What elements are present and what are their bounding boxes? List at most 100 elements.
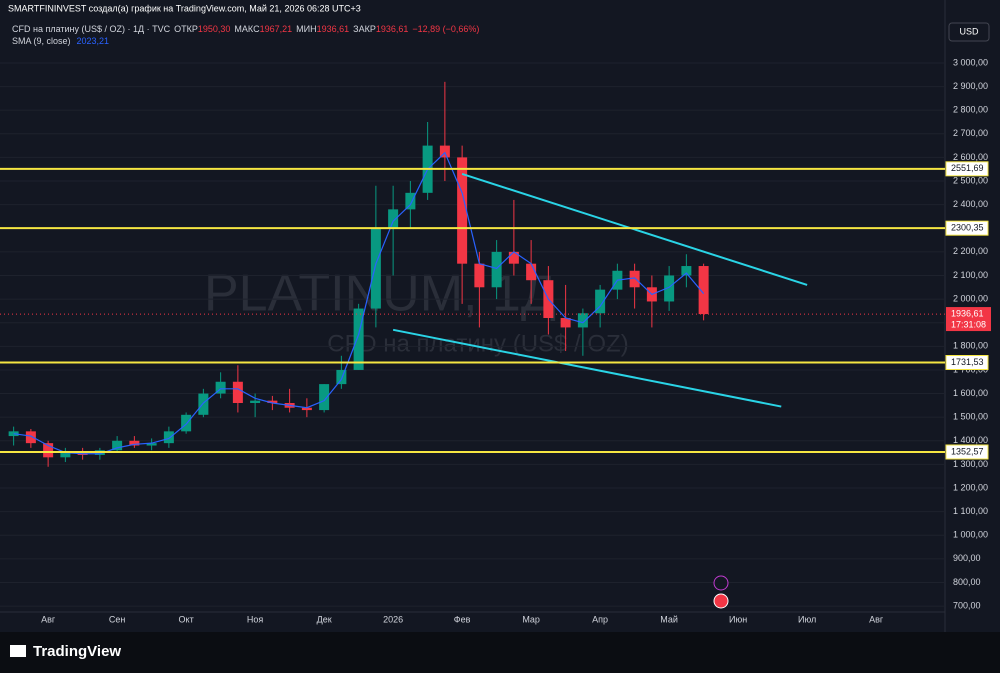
ohlc-value: 1936,61 [317, 24, 350, 34]
candle-body [353, 308, 364, 370]
x-tick-label: Авг [41, 614, 56, 624]
y-tick-label: 700,00 [953, 600, 981, 610]
sma-legend: SMA (9, close) 2023,21 [12, 36, 109, 46]
event-icon[interactable] [713, 575, 729, 591]
price-timer: 17:31:08 [951, 319, 986, 329]
y-tick-label: 1 400,00 [953, 435, 988, 445]
ohlc-value: 1967,21 [260, 24, 293, 34]
plot [0, 62, 945, 607]
candle-body [370, 228, 381, 309]
ohlc-value: 1950,30 [198, 24, 231, 34]
candle-body [25, 431, 36, 444]
currency[interactable]: USD [959, 26, 979, 36]
level-label: 1352,57 [951, 446, 984, 456]
y-tick-label: 2 000,00 [953, 293, 988, 303]
y-tick-label: 2 400,00 [953, 199, 988, 209]
ohlc-label: МАКС [234, 24, 260, 34]
candle-body [698, 266, 709, 315]
ohlc-label: МИН [296, 24, 316, 34]
candle-body [577, 313, 588, 328]
candle-body [319, 384, 330, 411]
y-tick-label: 1 000,00 [953, 530, 988, 540]
candle-body [457, 157, 468, 264]
candle-body [181, 414, 192, 432]
level-label: 1731,53 [951, 357, 984, 367]
y-tick-label: 1 800,00 [953, 341, 988, 351]
y-tick-label: 1 200,00 [953, 482, 988, 492]
symbol: CFD на платину (US$ / OZ) · 1Д · TVC ОТКР… [12, 24, 479, 34]
price-tag [946, 307, 991, 332]
level-tag [945, 354, 989, 370]
candle-body [198, 393, 209, 415]
logo-icon [10, 645, 26, 657]
x-tick-label: Авг [869, 614, 884, 624]
x-tick-label: Окт [179, 614, 194, 624]
level-tag [945, 220, 989, 236]
candle-body [491, 251, 502, 288]
candle-body [439, 145, 450, 158]
price-label: 1936,61 [951, 308, 984, 318]
candle-body [163, 431, 174, 444]
footer [0, 632, 1000, 673]
y-tick-label: 1 600,00 [953, 388, 988, 398]
sma-label: SMA (9, close) [12, 36, 71, 46]
symbol-name: CFD на платину (US$ / OZ) · 1Д · TVC [12, 24, 171, 34]
credit: SMARTFININVEST создал(а) график на Tradi… [8, 3, 361, 13]
trendline [461, 172, 808, 286]
ohlc-label: ЗАКР [353, 24, 376, 34]
y-tick-label: 900,00 [953, 553, 981, 563]
ohlc-label: ОТКР [174, 24, 198, 34]
candle-body [664, 275, 675, 302]
level-tag [945, 161, 989, 177]
candle-body [146, 443, 157, 446]
x-tick-label: 2026 [383, 614, 403, 624]
candle-body [595, 289, 606, 314]
candle-body [129, 440, 140, 446]
watermark-sub: CFD на платину (US$ / OZ) [327, 330, 628, 357]
candle-body [301, 407, 312, 411]
candle-body [336, 369, 347, 385]
candle-body [267, 400, 278, 404]
candle-body [43, 443, 54, 458]
y-tick-label: 2 700,00 [953, 128, 988, 138]
sma-value: 2023,21 [77, 36, 110, 46]
candle-body [526, 263, 537, 281]
logo: TradingView [33, 643, 121, 660]
y-tick-label: 2 100,00 [953, 270, 988, 280]
y-tick-label: 3 000,00 [953, 57, 988, 67]
y-tick-label: 2 200,00 [953, 246, 988, 256]
y-tick-label: 2 800,00 [953, 105, 988, 115]
currency-button[interactable] [948, 22, 990, 42]
event-icon[interactable] [713, 593, 729, 609]
y-tick-label: 2 600,00 [953, 152, 988, 162]
x-tick-label: Сен [109, 614, 126, 624]
x-tick-label: Фев [454, 614, 471, 624]
y-tick-label: 1 100,00 [953, 506, 988, 516]
y-tick-label: 2 900,00 [953, 81, 988, 91]
candle-body [232, 381, 243, 404]
x-tick-label: Апр [592, 614, 608, 624]
candle-body [474, 263, 485, 288]
y-tick-label: 800,00 [953, 577, 981, 587]
x-tick-label: Июн [729, 614, 747, 624]
level-label: 2300,35 [951, 223, 984, 233]
level-label: 2551,69 [951, 163, 984, 173]
y-tick-label: 1 300,00 [953, 459, 988, 469]
x-tick-label: Дек [317, 614, 332, 624]
candle-body [250, 400, 261, 404]
candle-body [681, 266, 692, 276]
sma-line [13, 151, 705, 455]
candle-body [560, 317, 571, 328]
ohlc-value: 1936,61 [376, 24, 409, 34]
trendline [392, 328, 782, 408]
y-tick-label: 1 500,00 [953, 412, 988, 422]
x-tick-label: Май [660, 614, 678, 624]
candle-body [629, 270, 640, 288]
x-tick-label: Июл [798, 614, 816, 624]
candle-body [60, 452, 71, 458]
level-tag [945, 444, 989, 460]
candle-body [508, 251, 519, 264]
candle-body [388, 209, 399, 229]
